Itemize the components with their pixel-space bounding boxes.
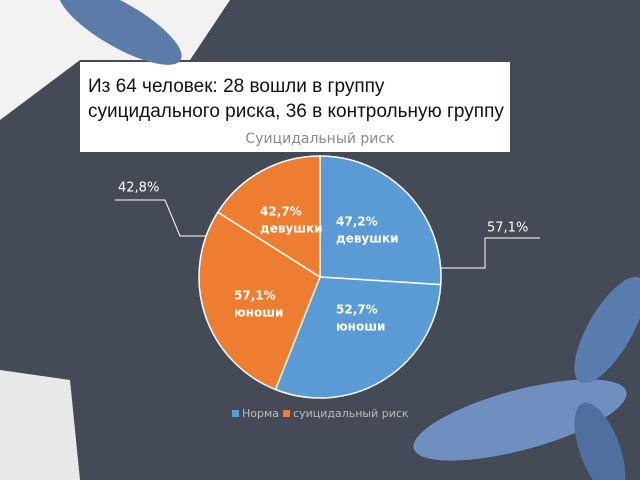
- leaf: [58, 0, 182, 65]
- slice-label: 52,7%: [336, 303, 378, 317]
- chart-title: Суицидальный риск: [245, 131, 394, 147]
- decor-bg: [0, 0, 230, 120]
- legend-label: суицидальный риск: [293, 407, 409, 420]
- heading-bg: [80, 62, 510, 152]
- heading: Из 64 человек: 28 вошли в группу суицида…: [88, 76, 504, 122]
- slice-label: 57,1%: [234, 289, 276, 303]
- slice-label: 47,2%: [336, 215, 378, 229]
- pie-slice: [274, 276, 442, 399]
- annotation: 57,1%: [487, 221, 528, 236]
- pie-slice: [319, 155, 442, 286]
- slice-label: 42,7%: [260, 205, 302, 219]
- leaf: [574, 276, 640, 384]
- pie-slice: [198, 211, 321, 391]
- leaf: [574, 402, 626, 480]
- slice-sublabel: девушки: [260, 222, 323, 236]
- legend-swatch: [283, 410, 291, 417]
- legend-label: Норма: [242, 407, 279, 420]
- legend-swatch: [232, 410, 239, 417]
- leaf: [413, 379, 627, 461]
- leader-line: [115, 199, 213, 237]
- annotation: 42,8%: [118, 181, 159, 196]
- slice-sublabel: девушки: [336, 232, 399, 246]
- slice-sublabel: юноши: [234, 306, 283, 320]
- leader-line: [440, 237, 540, 269]
- pie-slice: [216, 155, 321, 279]
- decor-bg: [0, 370, 80, 480]
- slice-sublabel: юноши: [336, 320, 385, 334]
